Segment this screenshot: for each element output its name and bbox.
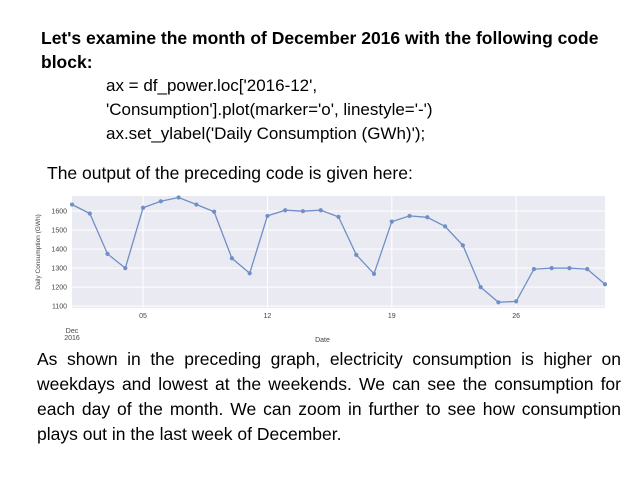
data-point bbox=[300, 209, 306, 214]
data-point bbox=[389, 219, 394, 224]
data-point bbox=[443, 224, 448, 229]
data-point bbox=[265, 213, 270, 219]
y-tick-label: 1600 bbox=[51, 209, 67, 216]
x-tick-label: 19 bbox=[388, 313, 396, 320]
explanation-paragraph: As shown in the preceding graph, electri… bbox=[37, 349, 621, 444]
data-point bbox=[460, 243, 465, 248]
y-axis-label: Daily Consumption (GWh) bbox=[35, 214, 42, 290]
data-point bbox=[336, 214, 341, 219]
data-point bbox=[229, 256, 234, 261]
data-point bbox=[354, 252, 359, 257]
data-point bbox=[194, 202, 199, 207]
data-point bbox=[123, 266, 128, 271]
x-tick-label: 26 bbox=[512, 313, 520, 320]
intro-text: The output of the preceding code is give… bbox=[47, 163, 413, 183]
x-tick-label: 05 bbox=[139, 313, 147, 320]
data-point bbox=[176, 195, 181, 200]
data-point bbox=[549, 266, 554, 271]
x-axis-label: Date bbox=[315, 337, 330, 344]
data-point bbox=[531, 266, 537, 272]
data-point bbox=[425, 215, 430, 220]
data-point bbox=[69, 202, 75, 207]
data-point bbox=[585, 266, 590, 272]
data-point bbox=[602, 282, 608, 287]
y-tick-label: 1300 bbox=[51, 266, 67, 273]
data-point bbox=[247, 271, 252, 276]
y-tick-label: 1100 bbox=[52, 304, 67, 311]
y-tick-label: 1500 bbox=[51, 228, 67, 235]
data-point bbox=[87, 211, 92, 216]
data-point bbox=[407, 213, 412, 219]
data-point bbox=[283, 208, 288, 213]
code-block: ax = df_power.loc['2016-12', 'Consumptio… bbox=[106, 74, 616, 146]
code-line-3: ax.set_ylabel('Daily Consumption (GWh)')… bbox=[106, 124, 426, 143]
data-point bbox=[478, 285, 483, 290]
slide-heading: Let's examine the month of December 2016… bbox=[41, 28, 599, 72]
x-month-label: Dec bbox=[66, 328, 79, 335]
data-point bbox=[567, 266, 572, 271]
x-tick-label: 12 bbox=[264, 313, 272, 320]
code-line-1: ax = df_power.loc['2016-12', bbox=[106, 76, 318, 95]
data-point bbox=[318, 208, 323, 213]
data-point bbox=[514, 299, 519, 304]
data-point bbox=[140, 205, 146, 210]
y-tick-label: 1200 bbox=[51, 285, 67, 292]
data-point bbox=[158, 199, 163, 204]
data-point bbox=[496, 300, 501, 305]
plot-background bbox=[72, 196, 605, 308]
y-tick-label: 1400 bbox=[51, 247, 67, 254]
data-point bbox=[105, 251, 110, 256]
code-line-2: 'Consumption'].plot(marker='o', linestyl… bbox=[106, 100, 433, 119]
data-point bbox=[371, 271, 377, 276]
x-year-label: 2016 bbox=[64, 335, 80, 342]
data-point bbox=[212, 209, 217, 214]
